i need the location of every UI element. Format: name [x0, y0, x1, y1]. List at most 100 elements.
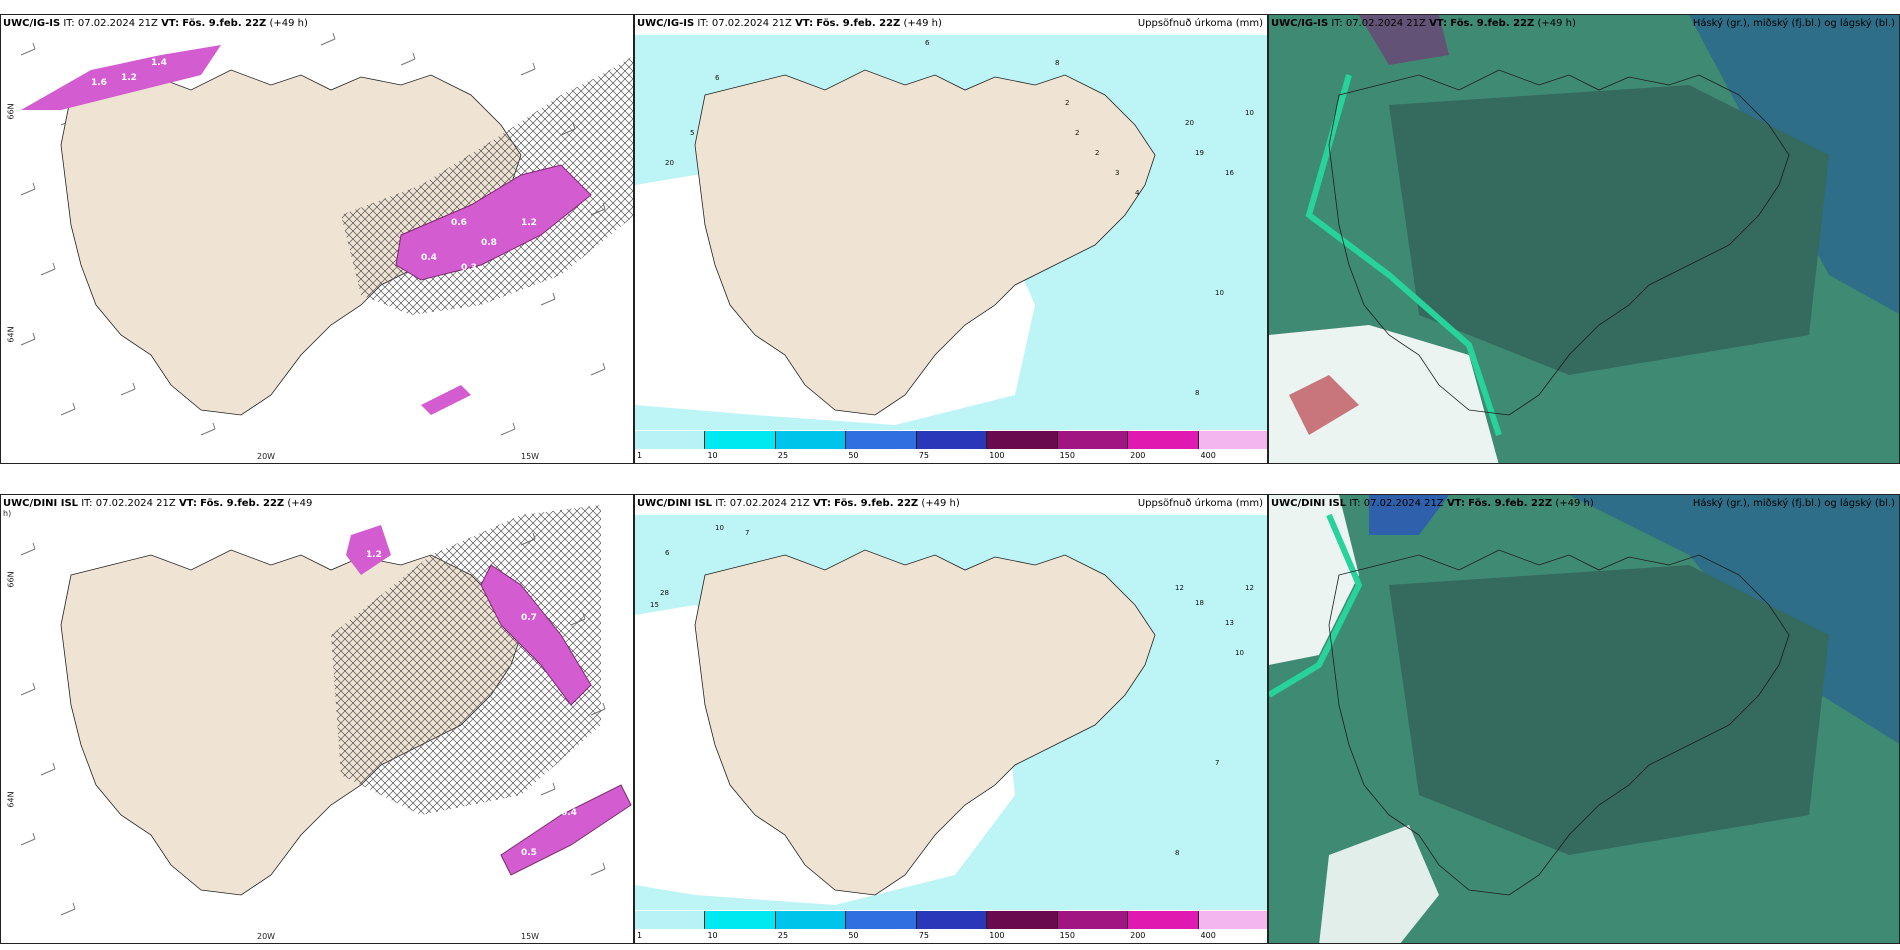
- colorbar-segment: [1057, 431, 1129, 449]
- svg-text:12: 12: [1175, 584, 1184, 592]
- svg-text:19: 19: [1195, 149, 1204, 157]
- colorbar-tick-label: 150: [1059, 451, 1075, 460]
- colorbar-tick-label: 1: [637, 451, 643, 460]
- colorbar-tick-label: 50: [848, 931, 859, 940]
- svg-text:1.4: 1.4: [151, 58, 167, 68]
- map-canvas: 10 7 6 28 15 12 18 13 12 10 7 8: [635, 515, 1267, 910]
- colorbar-segment: [1128, 911, 1199, 929]
- svg-text:8: 8: [1055, 59, 1059, 67]
- svg-text:1.2: 1.2: [121, 73, 137, 83]
- colorbar-tick-label: 25: [777, 931, 789, 940]
- colorbar-segment: [775, 431, 847, 449]
- svg-text:15: 15: [650, 601, 659, 609]
- svg-text:12: 12: [1245, 584, 1254, 592]
- snow-band-east: [395, 164, 592, 281]
- lon-label-20w: 20W: [257, 932, 276, 941]
- colorbar-tick-label: 1: [637, 931, 643, 940]
- panel-header: UWC/IG-IS IT: 07.02.2024 21Z VT: Fös. 9.…: [3, 18, 308, 29]
- svg-text:0.4: 0.4: [561, 808, 577, 818]
- colorbar-tick-label: 10: [707, 931, 718, 940]
- snow-band-se: [500, 784, 632, 876]
- precip-colorbar: 1 10 25 50 75 100 150 200 400: [635, 911, 1267, 943]
- svg-text:2: 2: [1075, 129, 1079, 137]
- lon-label-15w: 15W: [521, 932, 540, 941]
- panel-header: UWC/IG-IS IT: 07.02.2024 21Z VT: Fös. 9.…: [637, 18, 942, 29]
- colorbar-segment: [987, 431, 1058, 449]
- map-canvas: [1269, 15, 1899, 463]
- svg-text:6: 6: [925, 39, 930, 47]
- svg-text:1.2: 1.2: [366, 550, 382, 560]
- svg-text:10: 10: [1245, 109, 1254, 117]
- colorbar-tick-label: 10: [707, 451, 718, 460]
- lon-label-15w: 15W: [521, 452, 540, 461]
- svg-text:1.2: 1.2: [521, 218, 537, 228]
- svg-text:0.7: 0.7: [521, 613, 537, 623]
- map-panel-dini-snow: 1.2 0.7 0.4 0.5 UWC/DINI ISL IT: 07.02.2024…: [0, 494, 634, 944]
- colorbar-tick-label: 100: [989, 451, 1005, 460]
- map-panel-dini-precip: 10 7 6 28 15 12 18 13 12 10 7 8 UWC/DINI ISL IT: …: [634, 494, 1268, 944]
- map-canvas: 1.4 1.2 1.6 0.6 0.8 1.2 0.4 0.3: [20, 32, 633, 436]
- svg-text:8: 8: [1195, 389, 1199, 397]
- colorbar-segment: [705, 431, 776, 449]
- svg-text:4: 4: [1135, 189, 1140, 197]
- iceland-land: [694, 69, 1156, 416]
- map-panel-ig-snow: 1.4 1.2 1.6 0.6 0.8 1.2 0.4 0.3 UWC/IG-IS IT:…: [0, 14, 634, 464]
- colorbar-segment: [1198, 431, 1267, 449]
- snow-band-se: [421, 385, 471, 415]
- svg-text:0.6: 0.6: [451, 218, 467, 228]
- svg-text:2: 2: [1065, 99, 1069, 107]
- colorbar-segment: [1057, 911, 1129, 929]
- colorbar-segment: [846, 911, 917, 929]
- snow-band-north: [346, 525, 391, 575]
- svg-text:10: 10: [1215, 289, 1224, 297]
- panel-header: UWC/DINI ISL IT: 07.02.2024 21Z VT: Fös.…: [3, 498, 313, 509]
- lat-label-66n: 66N: [6, 571, 16, 588]
- svg-text:6: 6: [715, 74, 720, 82]
- svg-text:0.8: 0.8: [481, 238, 497, 248]
- colorbar-segment: [635, 431, 706, 449]
- snow-band-nw: [21, 45, 221, 110]
- colorbar-segment: [1128, 431, 1199, 449]
- svg-text:7: 7: [1215, 759, 1219, 767]
- panel-header: UWC/DINI ISL IT: 07.02.2024 21Z VT: Fös.…: [1271, 498, 1594, 509]
- svg-text:1.6: 1.6: [91, 78, 107, 88]
- colorbar-segment: [846, 431, 917, 449]
- svg-text:0.3: 0.3: [461, 263, 477, 273]
- iceland-outline: [1328, 549, 1790, 896]
- map-canvas: 6 6 8 2 2 2 3 4 20 19 16 10 20 5 10 8: [635, 35, 1267, 430]
- colorbar-segment: [1198, 911, 1267, 929]
- iceland-outline: [1328, 69, 1790, 416]
- svg-text:7: 7: [745, 529, 749, 537]
- colorbar-segment: [916, 431, 988, 449]
- hatched-area: [331, 505, 601, 815]
- lead-continuation: h): [3, 509, 12, 518]
- colorbar-tick-label: 200: [1130, 451, 1146, 460]
- svg-text:10: 10: [715, 524, 724, 532]
- panel-right-title: Háský (gr.), miðský (fj.bl.) og lágský (…: [1692, 498, 1895, 509]
- svg-text:13: 13: [1225, 619, 1234, 627]
- lat-label-64n: 64N: [6, 326, 16, 343]
- svg-text:3: 3: [1115, 169, 1119, 177]
- colorbar-segment: [635, 911, 706, 929]
- svg-text:28: 28: [660, 589, 669, 597]
- svg-text:0.5: 0.5: [521, 848, 537, 858]
- colorbar-tick-label: 50: [848, 451, 859, 460]
- panel-right-title: Háský (gr.), miðský (fj.bl.) og lágský (…: [1692, 18, 1895, 29]
- map-canvas: 1.2 0.7 0.4 0.5: [20, 505, 632, 916]
- svg-text:16: 16: [1225, 169, 1234, 177]
- colorbar-tick-label: 100: [989, 931, 1005, 940]
- svg-text:0.4: 0.4: [421, 253, 437, 263]
- map-panel-dini-clouds: UWC/DINI ISL IT: 07.02.2024 21Z VT: Fös.…: [1268, 494, 1900, 944]
- map-canvas: [1269, 495, 1899, 943]
- colorbar-tick-label: 25: [777, 451, 789, 460]
- colorbar-segment: [987, 911, 1058, 929]
- panel-right-title: Uppsöfnuð úrkoma (mm): [1137, 18, 1263, 29]
- map-panel-ig-precip: 6 6 8 2 2 2 3 4 20 19 16 10 20 5 10 8 UWC/IG-IS IT: …: [634, 14, 1268, 464]
- colorbar-tick-label: 400: [1200, 931, 1216, 940]
- map-panel-ig-clouds: UWC/IG-IS IT: 07.02.2024 21Z VT: Fös. 9.…: [1268, 14, 1900, 464]
- lon-label-20w: 20W: [257, 452, 276, 461]
- panel-header: UWC/DINI ISL IT: 07.02.2024 21Z VT: Fös.…: [637, 498, 960, 509]
- svg-text:20: 20: [1185, 119, 1194, 127]
- colorbar-segment: [705, 911, 776, 929]
- colorbar-tick-label: 400: [1200, 451, 1216, 460]
